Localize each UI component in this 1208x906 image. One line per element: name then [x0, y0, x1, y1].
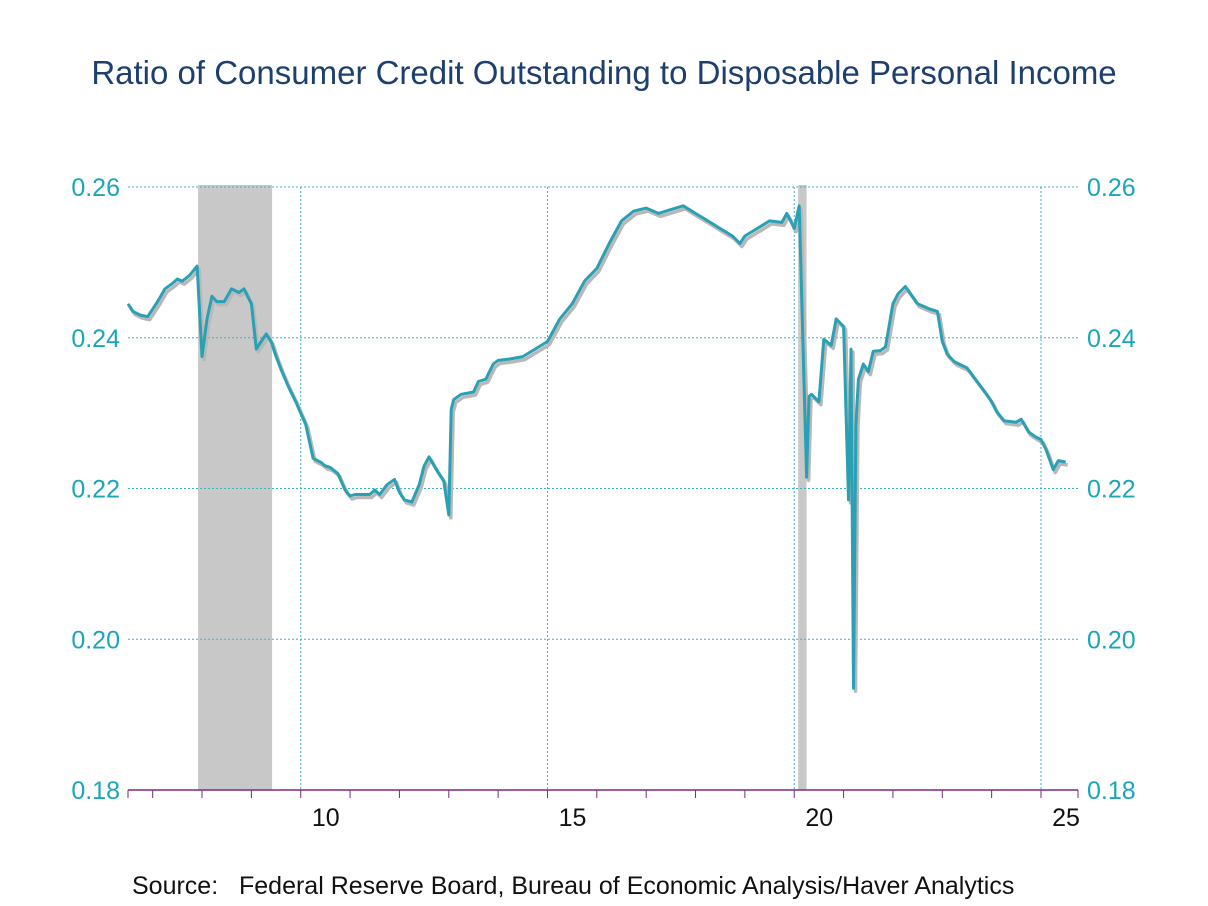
- y-tick-label-left: 0.20: [71, 626, 120, 654]
- y-tick-label-left: 0.26: [71, 174, 120, 202]
- x-tick-label: 15: [559, 804, 587, 832]
- y-tick-label-left: 0.18: [71, 777, 120, 805]
- series-line: [126, 204, 1066, 690]
- series-layer: [126, 204, 1069, 693]
- y-tick-label-right: 0.18: [1087, 777, 1136, 805]
- line-chart: 0.18 0.18 0.20 0.20 0.22 0.22 0.24 0.24 0.26 0.26…: [71, 174, 1135, 832]
- source-note: Source: Federal Reserve Board, Bureau of…: [132, 872, 1015, 900]
- gridlines: [128, 186, 1078, 790]
- axes: 0.18 0.18 0.20 0.20 0.22 0.22 0.24 0.24 0.26 0.26…: [71, 174, 1135, 832]
- y-tick-label-right: 0.24: [1087, 325, 1136, 353]
- recession-bands: [198, 185, 807, 790]
- recession-band-2: [798, 185, 807, 790]
- x-tick-label: 25: [1052, 804, 1080, 832]
- y-tick-label-right: 0.26: [1087, 174, 1136, 202]
- x-tick-label: 10: [312, 804, 340, 832]
- x-tick-label: 20: [805, 804, 833, 832]
- recession-band-1: [198, 185, 273, 790]
- chart-title: Ratio of Consumer Credit Outstanding to …: [91, 54, 1117, 91]
- series-shadow: [128, 207, 1069, 693]
- y-tick-label-left: 0.22: [71, 476, 120, 504]
- y-tick-label-left: 0.24: [71, 325, 120, 353]
- y-tick-label-right: 0.22: [1087, 476, 1136, 504]
- y-tick-label-right: 0.20: [1087, 626, 1136, 654]
